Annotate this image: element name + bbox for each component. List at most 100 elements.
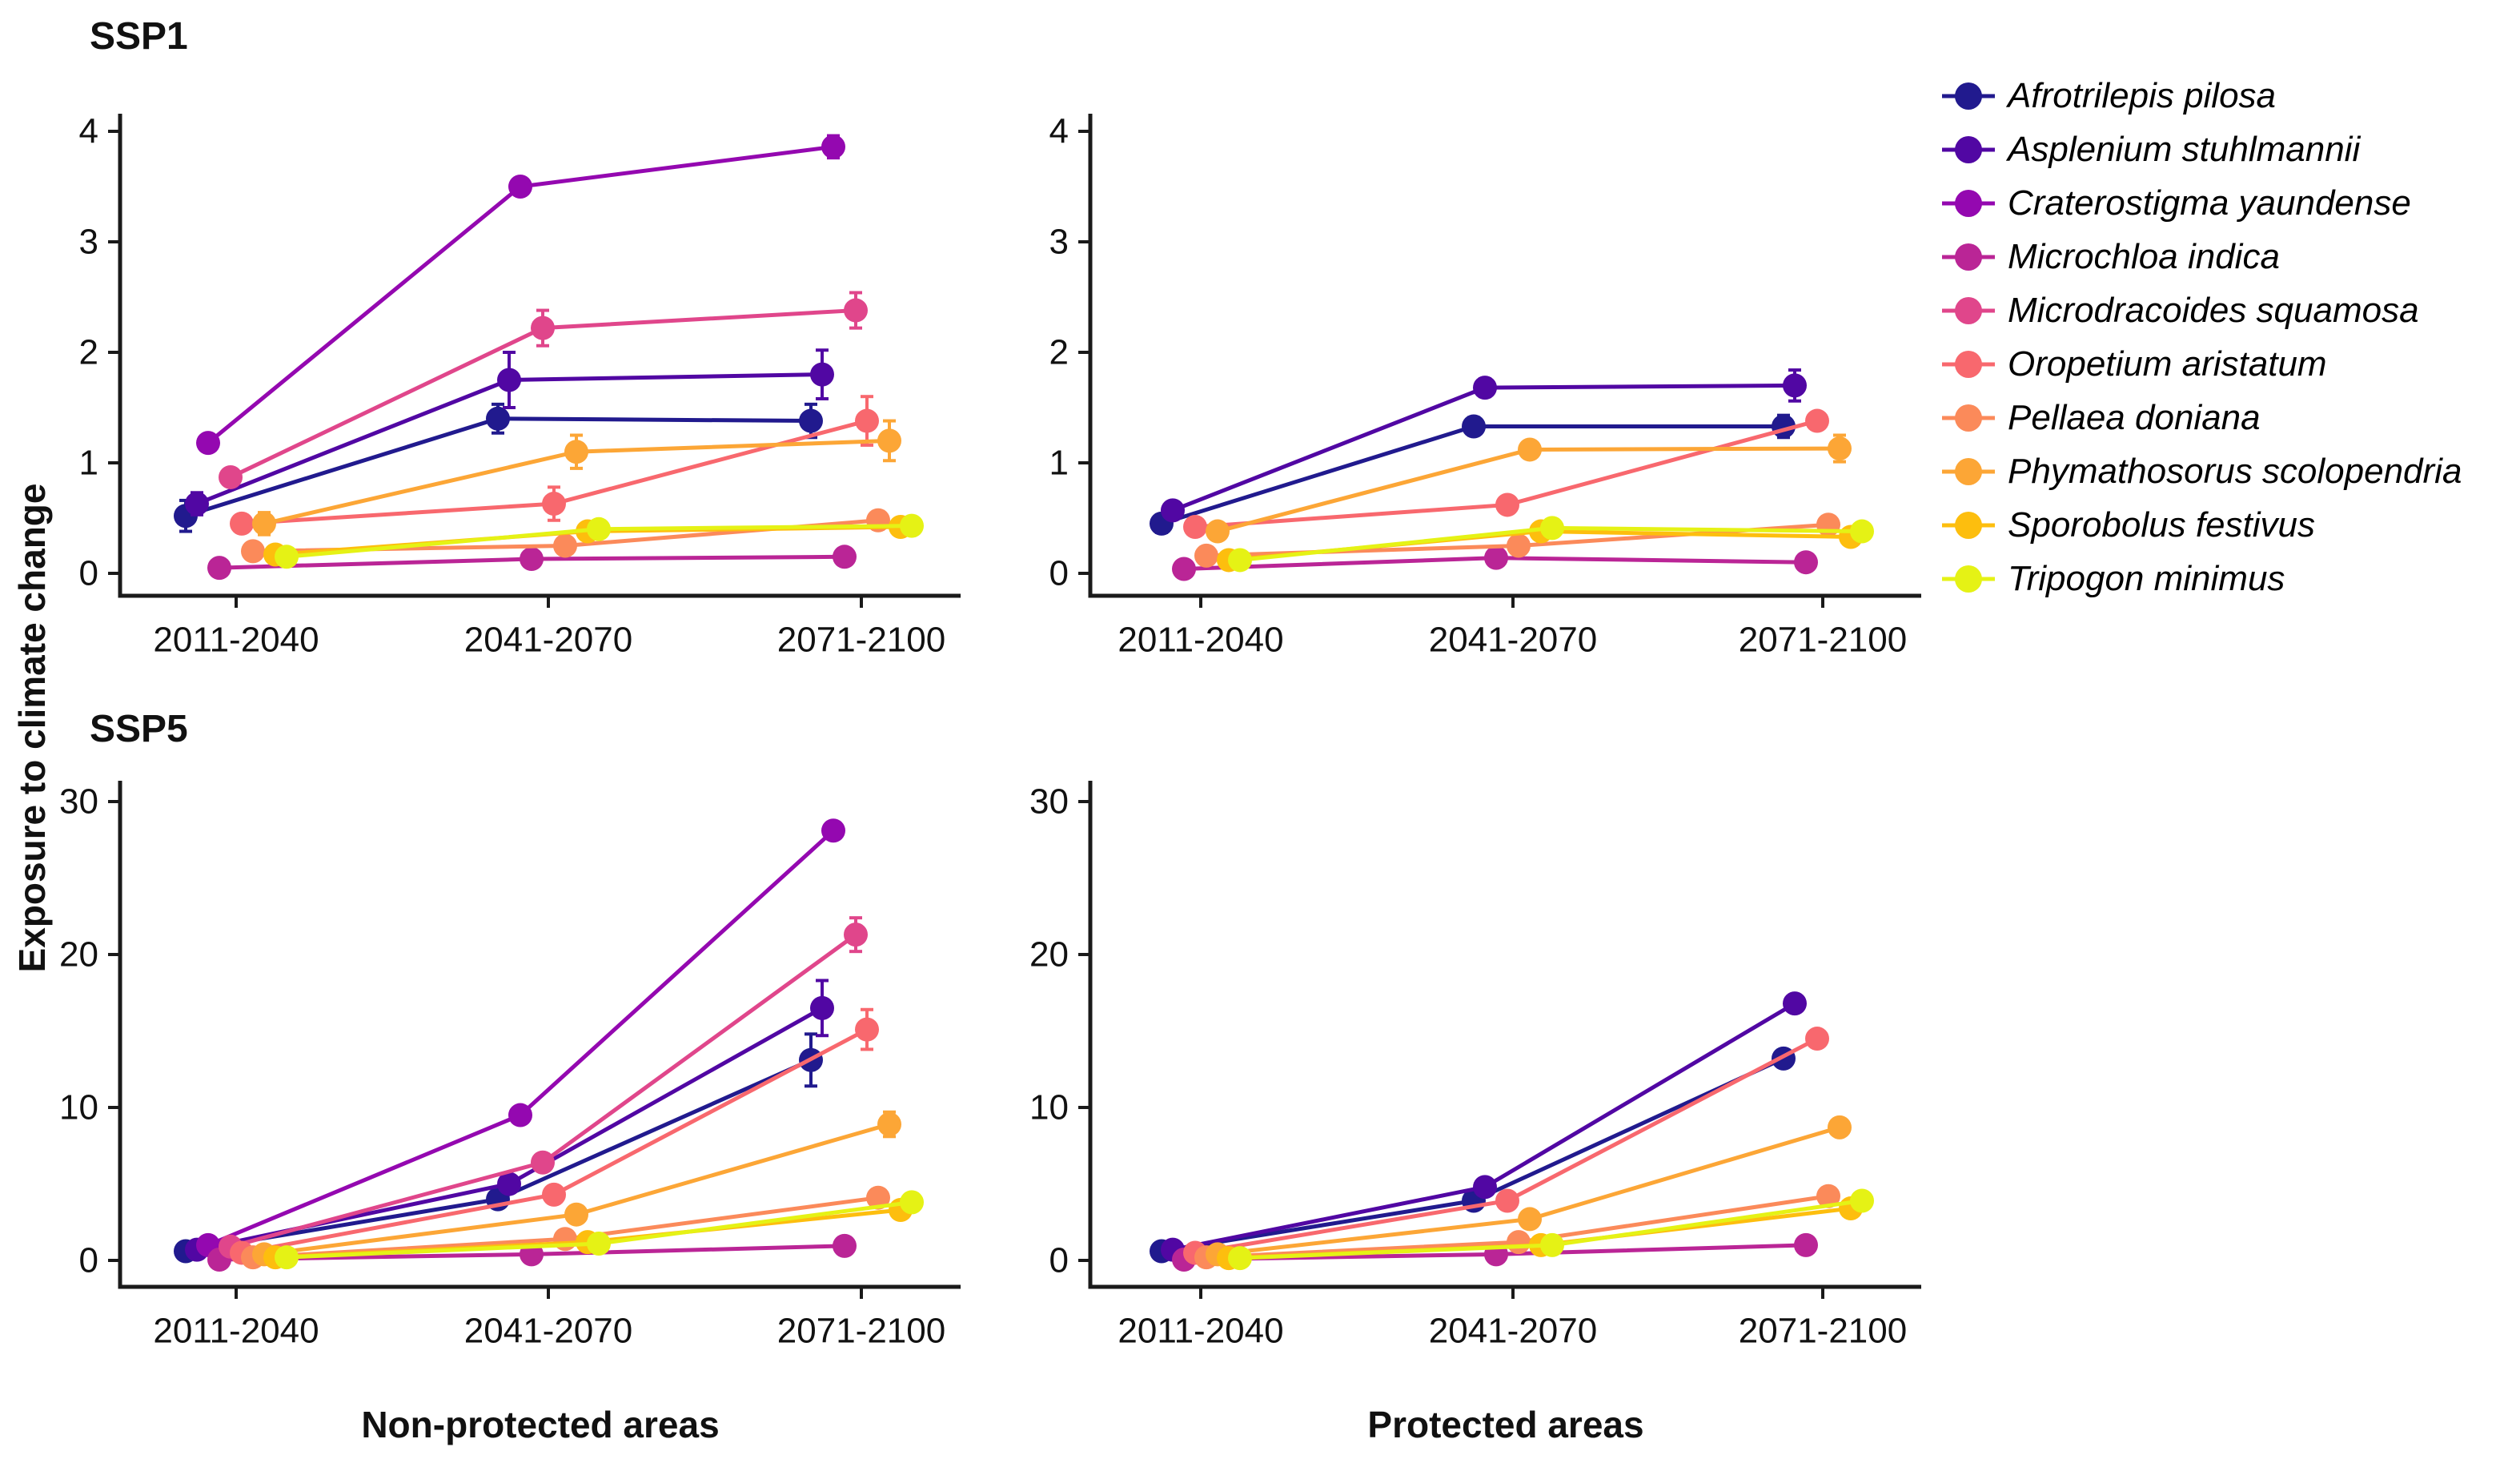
data-point-icon: [1816, 1184, 1840, 1208]
data-point-icon: [207, 556, 231, 581]
data-point-icon: [855, 408, 879, 433]
y-tick-label: 10: [1029, 1088, 1069, 1127]
data-point-icon: [855, 1017, 879, 1042]
legend: Afrotrilepis pilosa Asplenium stuhlmannii…: [1940, 69, 2462, 605]
y-tick-label: 4: [79, 112, 98, 151]
scenario-title-ssp1: SSP1: [90, 15, 188, 58]
data-point-icon: [185, 492, 209, 516]
data-point-icon: [542, 1182, 566, 1207]
legend-species-name: Tripogon minimus: [2008, 558, 2285, 598]
series-phymathosorus-scolopendria: [1206, 433, 1852, 544]
data-point-icon: [275, 545, 299, 569]
data-point-icon: [587, 1231, 611, 1256]
data-point-icon: [1850, 519, 1874, 544]
series-tripogon-minimus: [1228, 516, 1874, 573]
data-point-icon: [810, 995, 834, 1020]
data-point-icon: [219, 464, 243, 489]
data-point-icon: [1540, 1232, 1564, 1257]
y-axis-label: Exposure to climate change: [11, 483, 53, 973]
series-afrotrilepis-pilosa: [1150, 413, 1796, 536]
legend-marker-icon: [1942, 82, 1995, 110]
data-point-icon: [508, 1103, 532, 1127]
y-tick-label: 20: [1029, 935, 1069, 975]
data-point-icon: [486, 406, 510, 431]
legend-marker-icon: [1942, 457, 1995, 485]
series-tripogon-minimus: [275, 513, 924, 569]
data-point-icon: [196, 431, 220, 456]
series-microdracoides-squamosa: [219, 291, 868, 489]
data-point-icon: [1161, 498, 1185, 523]
x-tick-label: 2011-2040: [153, 621, 319, 660]
y-tick-label: 20: [59, 935, 98, 975]
legend-species-name: Pellaea doniana: [2008, 397, 2261, 437]
data-point-icon: [821, 135, 845, 159]
data-point-icon: [900, 513, 924, 538]
x-tick-label: 2041-2070: [1429, 1312, 1597, 1351]
series-afrotrilepis-pilosa: [1150, 1046, 1796, 1264]
x-tick-label: 2071-2100: [1739, 1312, 1907, 1351]
data-point-icon: [497, 368, 521, 392]
legend-marker-icon: [1942, 243, 1995, 271]
data-point-icon: [833, 545, 857, 569]
data-point-icon: [230, 511, 254, 536]
y-tick-label: 2: [1049, 333, 1069, 372]
data-point-icon: [1816, 512, 1840, 537]
panel-ssp1-protected-areas: 0 1 2 3 4 2011-2040 2041-2070 2071-2100: [1049, 112, 1921, 660]
y-tick-label: 2: [79, 333, 98, 372]
data-point-icon: [553, 533, 577, 558]
series-asplenium-stuhlmannii: [185, 348, 834, 516]
data-point-icon: [1228, 548, 1252, 573]
series-phymathosorus-scolopendria: [252, 419, 901, 537]
data-point-icon: [1828, 1115, 1852, 1139]
series-craterostigma-yaundense: [196, 134, 845, 456]
data-point-icon: [531, 1150, 555, 1175]
legend-species-name: Asplenium stuhlmannii: [2008, 129, 2361, 169]
data-point-icon: [1473, 376, 1497, 400]
data-point-icon: [542, 492, 566, 516]
series-microchloa-indica: [207, 1233, 857, 1272]
data-point-icon: [844, 922, 868, 947]
legend-marker-icon: [1942, 350, 1995, 378]
legend-marker-icon: [1942, 404, 1995, 432]
data-point-icon: [497, 1172, 521, 1196]
series-tripogon-minimus: [1228, 1188, 1874, 1271]
data-point-icon: [1194, 543, 1218, 568]
data-point-icon: [1507, 1230, 1531, 1255]
series-asplenium-stuhlmannii: [1161, 991, 1807, 1262]
legend-species-name: Sporobolus festivus: [2008, 504, 2315, 545]
data-point-icon: [1805, 1027, 1829, 1051]
series-line: [1170, 1001, 1797, 1252]
data-point-icon: [821, 818, 845, 843]
y-tick-label: 0: [1049, 554, 1069, 593]
data-point-icon: [1495, 1188, 1519, 1213]
series-oropetium-aristatum: [230, 1007, 879, 1265]
data-point-icon: [900, 1190, 924, 1215]
x-tick-label: 2071-2100: [1739, 621, 1907, 660]
series-microdracoides-squamosa: [219, 916, 868, 1259]
data-point-icon: [1206, 519, 1230, 544]
legend-species-name: Phymathosorus scolopendria: [2008, 451, 2462, 491]
x-tick-label: 2011-2040: [1118, 621, 1283, 660]
panel-ssp5-non-protected-areas: 0 10 20 30 2011-2040 2041-2070 2071-2100: [59, 781, 961, 1351]
data-point-icon: [1507, 533, 1531, 558]
legend-species-name: Afrotrilepis pilosa: [2008, 75, 2277, 115]
data-point-icon: [1518, 1207, 1542, 1232]
column-label-non-protected: Non-protected areas: [361, 1404, 720, 1445]
legend-entry: Microchloa indica: [1940, 230, 2462, 283]
y-tick-label: 4: [1049, 112, 1069, 151]
series-microchloa-indica: [1172, 545, 1818, 581]
y-tick-label: 3: [79, 223, 98, 262]
data-point-icon: [564, 1202, 588, 1227]
x-tick-label: 2041-2070: [464, 1312, 632, 1351]
legend-entry: Pellaea doniana: [1940, 391, 2462, 444]
data-point-icon: [1794, 1232, 1818, 1257]
data-point-icon: [877, 428, 901, 453]
series-microchloa-indica: [207, 545, 857, 581]
legend-entry: Afrotrilepis pilosa: [1940, 69, 2462, 123]
legend-entry: Phymathosorus scolopendria: [1940, 444, 2462, 498]
series-craterostigma-yaundense: [196, 818, 845, 1257]
panel-ssp5-protected-areas: 0 10 20 30 2011-2040 2041-2070 2071-2100: [1029, 781, 1921, 1351]
column-label-protected: Protected areas: [1367, 1404, 1644, 1445]
